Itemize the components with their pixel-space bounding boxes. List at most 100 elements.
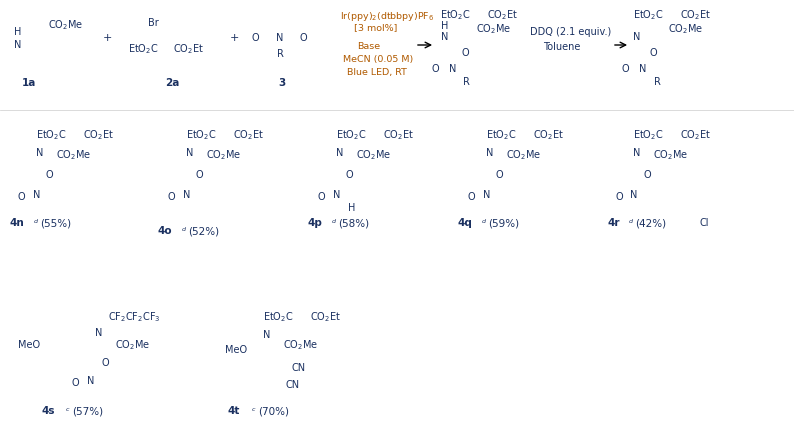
Text: +: + xyxy=(230,33,239,43)
Text: CO$_2$Me: CO$_2$Me xyxy=(56,148,91,162)
Text: Br: Br xyxy=(148,18,159,28)
Text: CF$_2$CF$_2$CF$_3$: CF$_2$CF$_2$CF$_3$ xyxy=(108,310,160,324)
Text: (52%): (52%) xyxy=(188,226,219,236)
Text: EtO$_2$C: EtO$_2$C xyxy=(633,8,664,22)
Text: DDQ (2.1 equiv.): DDQ (2.1 equiv.) xyxy=(530,27,611,37)
Text: CO$_2$Et: CO$_2$Et xyxy=(487,8,518,22)
Text: N: N xyxy=(14,40,21,50)
Text: R: R xyxy=(277,49,284,59)
Text: N: N xyxy=(183,190,191,200)
Text: R: R xyxy=(654,77,661,87)
Text: O: O xyxy=(622,64,630,74)
Text: O: O xyxy=(650,48,657,58)
Text: (70%): (70%) xyxy=(258,406,289,416)
Text: N: N xyxy=(33,190,40,200)
Text: N: N xyxy=(87,376,94,386)
Text: $^d$: $^d$ xyxy=(181,226,187,235)
Text: MeO: MeO xyxy=(18,340,40,350)
Text: EtO$_2$C: EtO$_2$C xyxy=(440,8,471,22)
Text: H: H xyxy=(441,21,449,31)
Text: N: N xyxy=(263,330,271,340)
Text: (55%): (55%) xyxy=(40,218,71,228)
Text: CO$_2$Me: CO$_2$Me xyxy=(206,148,241,162)
Text: N: N xyxy=(441,32,449,42)
Text: 4s: 4s xyxy=(42,406,56,416)
Text: O: O xyxy=(196,170,203,180)
Text: CO$_2$Me: CO$_2$Me xyxy=(48,18,83,32)
Text: Toluene: Toluene xyxy=(543,42,580,52)
Text: N: N xyxy=(486,148,493,158)
Text: O: O xyxy=(346,170,353,180)
Text: [3 mol%]: [3 mol%] xyxy=(354,23,397,32)
Text: O: O xyxy=(300,33,307,43)
Text: R: R xyxy=(463,77,470,87)
Text: O: O xyxy=(72,378,79,388)
Text: N: N xyxy=(633,148,641,158)
Text: Ir(ppy)$_2$(dtbbpy)PF$_6$: Ir(ppy)$_2$(dtbbpy)PF$_6$ xyxy=(340,10,434,23)
Text: N: N xyxy=(633,32,641,42)
Text: CO$_2$Me: CO$_2$Me xyxy=(115,338,150,352)
Text: EtO$_2$C: EtO$_2$C xyxy=(36,128,67,142)
Text: $^c$: $^c$ xyxy=(65,406,71,415)
Text: MeO: MeO xyxy=(225,345,247,355)
Text: CO$_2$Et: CO$_2$Et xyxy=(383,128,414,142)
Text: N: N xyxy=(276,33,283,43)
Text: N: N xyxy=(186,148,194,158)
Text: Blue LED, RT: Blue LED, RT xyxy=(347,68,407,77)
Text: 4n: 4n xyxy=(10,218,25,228)
Text: O: O xyxy=(318,192,326,202)
Text: O: O xyxy=(252,33,260,43)
Text: H: H xyxy=(348,203,356,213)
Text: (42%): (42%) xyxy=(635,218,666,228)
Text: $^d$: $^d$ xyxy=(628,218,634,227)
Text: 4r: 4r xyxy=(608,218,620,228)
Text: N: N xyxy=(95,328,102,338)
Text: O: O xyxy=(102,358,110,368)
Text: 4o: 4o xyxy=(158,226,172,236)
Text: Cl: Cl xyxy=(699,218,708,228)
Text: EtO$_2$C: EtO$_2$C xyxy=(336,128,367,142)
Text: CO$_2$Et: CO$_2$Et xyxy=(173,42,204,56)
Text: CO$_2$Et: CO$_2$Et xyxy=(310,310,341,324)
Text: CO$_2$Et: CO$_2$Et xyxy=(233,128,264,142)
Text: CO$_2$Et: CO$_2$Et xyxy=(533,128,564,142)
Text: O: O xyxy=(615,192,622,202)
Text: (57%): (57%) xyxy=(72,406,103,416)
Text: +: + xyxy=(103,33,113,43)
Text: 4p: 4p xyxy=(308,218,323,228)
Text: N: N xyxy=(639,64,646,74)
Text: CO$_2$Me: CO$_2$Me xyxy=(283,338,318,352)
Text: CO$_2$Et: CO$_2$Et xyxy=(680,128,711,142)
Text: CO$_2$Me: CO$_2$Me xyxy=(476,22,511,36)
Text: O: O xyxy=(46,170,54,180)
Text: $^c$: $^c$ xyxy=(251,406,256,415)
Text: EtO$_2$C: EtO$_2$C xyxy=(486,128,517,142)
Text: O: O xyxy=(468,192,476,202)
Text: N: N xyxy=(449,64,457,74)
Text: N: N xyxy=(333,190,341,200)
Text: N: N xyxy=(336,148,343,158)
Text: N: N xyxy=(630,190,638,200)
Text: CN: CN xyxy=(292,363,306,373)
Text: CO$_2$Me: CO$_2$Me xyxy=(668,22,703,36)
Text: 2a: 2a xyxy=(165,78,179,88)
Text: CO$_2$Me: CO$_2$Me xyxy=(506,148,542,162)
Text: O: O xyxy=(432,64,440,74)
Text: $^d$: $^d$ xyxy=(331,218,337,227)
Text: CN: CN xyxy=(285,380,299,390)
Text: CO$_2$Et: CO$_2$Et xyxy=(680,8,711,22)
Text: O: O xyxy=(168,192,175,202)
Text: Base: Base xyxy=(357,42,380,51)
Text: O: O xyxy=(643,170,650,180)
Text: 3: 3 xyxy=(278,78,285,88)
Text: $^d$: $^d$ xyxy=(481,218,488,227)
Text: 4q: 4q xyxy=(458,218,473,228)
Text: CO$_2$Me: CO$_2$Me xyxy=(653,148,688,162)
Text: EtO$_2$C: EtO$_2$C xyxy=(128,42,159,56)
Text: 1a: 1a xyxy=(22,78,37,88)
Text: N: N xyxy=(36,148,44,158)
Text: (58%): (58%) xyxy=(338,218,369,228)
Text: N: N xyxy=(483,190,491,200)
Text: EtO$_2$C: EtO$_2$C xyxy=(186,128,217,142)
Text: O: O xyxy=(18,192,25,202)
